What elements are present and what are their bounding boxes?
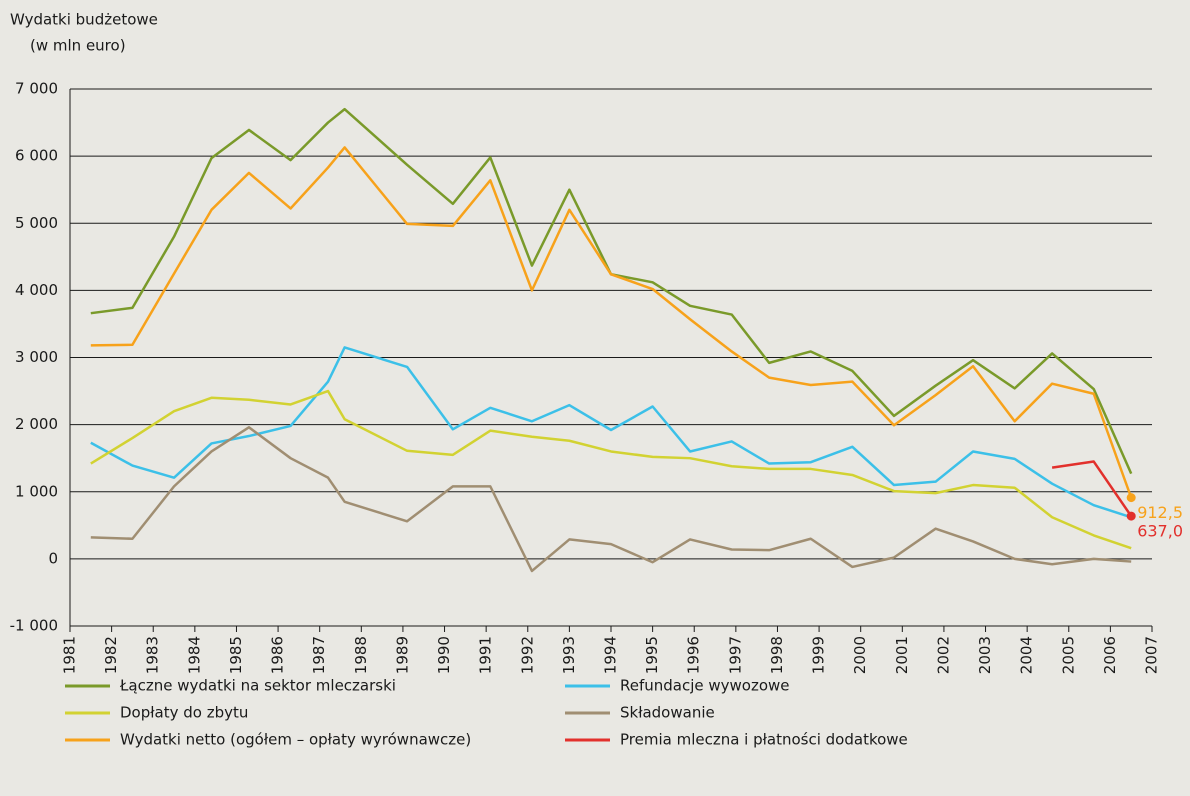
legend-label: Składowanie — [620, 704, 715, 722]
legend-label: Wydatki netto (ogółem – opłaty wyrównawc… — [120, 731, 471, 749]
x-tick-label: 1986 — [269, 636, 287, 674]
x-tick-label: 1982 — [102, 636, 120, 674]
y-tick-label: 6 000 — [15, 147, 58, 165]
y-tick-label: 0 — [48, 549, 58, 567]
y-tick-label: 5 000 — [15, 214, 58, 232]
x-tick-label: 1990 — [435, 636, 453, 674]
x-tick-label: 1981 — [61, 636, 79, 674]
x-tick-label: 1989 — [393, 636, 411, 674]
line-series — [90, 389, 1132, 550]
y-tick-label: 2 000 — [15, 415, 58, 433]
legend-label: Dopłaty do zbytu — [120, 704, 248, 722]
x-tick-label: 1992 — [518, 636, 536, 674]
x-tick-label: 1995 — [643, 636, 661, 674]
x-tick-label: 1998 — [768, 636, 786, 674]
x-tick-label: 1994 — [602, 636, 620, 674]
axis-subtitle: (w mln euro) — [30, 37, 126, 55]
line-series — [90, 107, 1133, 475]
x-tick-label: 1985 — [227, 636, 245, 674]
x-tick-label: 2006 — [1101, 636, 1119, 674]
x-tick-label: 1999 — [810, 636, 828, 674]
y-tick-label: 3 000 — [15, 348, 58, 366]
x-tick-label: 2007 — [1143, 636, 1161, 674]
x-tick-label: 1991 — [477, 636, 495, 674]
x-tick-label: 2005 — [1059, 636, 1077, 674]
x-tick-label: 2003 — [976, 636, 994, 674]
x-tick-label: 2002 — [934, 636, 952, 674]
x-tick-label: 1988 — [352, 636, 370, 674]
x-tick-label: 1997 — [726, 636, 744, 674]
x-tick-label: 1984 — [185, 636, 203, 674]
y-tick-label: 1 000 — [15, 482, 58, 500]
line-series — [90, 346, 1132, 519]
line-series — [1051, 460, 1133, 517]
point-marker — [1126, 511, 1136, 521]
y-tick-label: 4 000 — [15, 281, 58, 299]
legend-label: Premia mleczna i płatności dodatkowe — [620, 731, 908, 749]
legend-label: Łączne wydatki na sektor mleczarski — [119, 677, 396, 695]
x-tick-label: 2000 — [851, 636, 869, 674]
x-tick-label: 1993 — [560, 636, 578, 674]
x-tick-label: 1987 — [310, 636, 328, 674]
point-marker — [1126, 493, 1136, 503]
legend-label: Refundacje wywozowe — [620, 677, 790, 695]
y-tick-label: 7 000 — [15, 80, 58, 98]
x-tick-label: 1983 — [144, 636, 162, 674]
x-tick-label: 2001 — [893, 636, 911, 674]
value-label: 912,5 — [1137, 503, 1183, 522]
x-tick-label: 2004 — [1018, 636, 1036, 674]
y-tick-label: -1 000 — [10, 617, 58, 635]
line-series — [90, 426, 1132, 573]
x-tick-label: 1996 — [685, 636, 703, 674]
value-label: 637,0 — [1137, 522, 1183, 541]
line-series — [90, 146, 1133, 499]
axis-title: Wydatki budżetowe — [10, 11, 158, 29]
